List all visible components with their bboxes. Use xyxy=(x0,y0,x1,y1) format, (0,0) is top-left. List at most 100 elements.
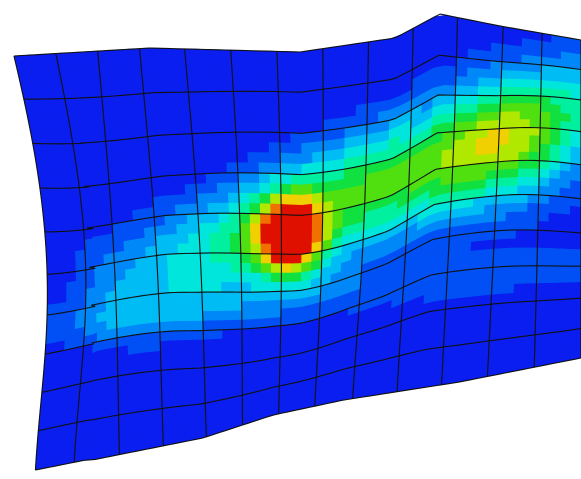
contour-cell xyxy=(260,204,271,214)
contour-cell xyxy=(510,120,520,128)
contour-cell xyxy=(209,223,220,233)
contour-cell xyxy=(323,57,334,69)
contour-cell xyxy=(559,266,570,275)
contour-cell xyxy=(235,112,247,122)
contour-cell xyxy=(290,92,301,103)
contour-cell xyxy=(158,283,169,294)
contour-cell xyxy=(241,243,251,253)
contour-cell xyxy=(112,95,123,107)
contour-cell xyxy=(503,35,513,45)
contour-cell xyxy=(266,61,278,71)
contour-cell xyxy=(225,132,237,142)
contour-cell xyxy=(212,311,222,321)
contour-cell xyxy=(524,318,536,328)
contour-cell xyxy=(75,240,85,251)
contour-cell xyxy=(261,282,271,292)
contour-cell xyxy=(161,165,173,176)
contour-cell xyxy=(220,253,230,263)
contour-cell xyxy=(244,81,256,91)
contour-cell xyxy=(290,102,301,113)
contour-cell xyxy=(242,311,252,320)
contour-cell xyxy=(444,85,456,95)
contour-cell xyxy=(251,273,261,283)
contour-cell xyxy=(130,60,142,72)
contour-cell xyxy=(228,183,239,193)
contour-cell xyxy=(281,244,291,254)
contour-cell xyxy=(194,164,205,175)
contour-cell xyxy=(508,160,519,169)
contour-cell xyxy=(251,292,261,301)
contour-cell xyxy=(149,313,160,324)
contour-cell xyxy=(148,303,159,314)
contour-cell xyxy=(197,60,209,71)
contour-cell xyxy=(469,277,481,287)
contour-cell xyxy=(193,349,204,359)
contour-cell xyxy=(515,248,526,257)
contour-cell xyxy=(108,50,120,62)
contour-cell xyxy=(537,257,548,266)
contour-cell xyxy=(101,204,112,216)
contour-cell xyxy=(491,61,502,71)
contour-cell xyxy=(517,195,528,204)
contour-cell xyxy=(150,351,161,362)
contour-cell xyxy=(506,212,517,221)
contour-cell xyxy=(511,71,521,80)
contour-cell xyxy=(167,254,179,264)
contour-cell xyxy=(212,102,224,113)
contour-cell xyxy=(199,223,210,233)
contour-cell xyxy=(167,244,179,254)
contour-cell xyxy=(266,71,278,81)
contour-cell xyxy=(495,221,506,231)
contour-cell xyxy=(245,91,257,101)
contour-cell xyxy=(219,223,230,233)
contour-cell xyxy=(490,321,502,331)
contour-cell xyxy=(115,128,126,140)
contour-cell xyxy=(251,254,261,264)
contour-cell xyxy=(184,174,196,185)
contour-cell xyxy=(513,302,525,312)
contour-cell xyxy=(198,71,210,82)
contour-cell xyxy=(524,310,536,320)
contour-cell xyxy=(181,321,192,331)
contour-cell xyxy=(151,59,164,70)
contour-cell xyxy=(570,241,581,250)
contour-cell xyxy=(514,275,525,284)
contour-cell xyxy=(140,48,152,60)
contour-cell xyxy=(210,243,221,253)
contour-cell xyxy=(492,267,503,277)
contour-cell xyxy=(526,239,537,248)
contour-cell xyxy=(334,107,345,119)
contour-cell xyxy=(531,72,541,81)
contour-cell xyxy=(138,147,149,159)
contour-cell xyxy=(201,263,211,273)
contour-cell xyxy=(456,76,468,86)
contour-cell xyxy=(83,120,94,132)
contour-cell xyxy=(242,50,254,60)
contour-cell xyxy=(134,105,145,117)
contour-cell xyxy=(550,112,560,121)
contour-cell xyxy=(60,188,71,199)
contour-cell xyxy=(483,231,495,241)
contour-cell xyxy=(479,313,491,324)
contour-cell xyxy=(177,234,189,244)
contour-cell xyxy=(356,93,367,105)
contour-cell xyxy=(459,251,471,261)
contour-cell xyxy=(559,231,570,240)
contour-cell xyxy=(516,221,527,230)
contour-cell xyxy=(526,248,537,257)
contour-cell xyxy=(211,282,221,292)
contour-cell xyxy=(289,82,301,92)
contour-cell xyxy=(210,253,221,263)
contour-cell xyxy=(277,61,289,71)
contour-cell xyxy=(137,137,148,149)
contour-cell xyxy=(230,243,240,253)
contour-cell xyxy=(169,292,180,302)
contour-cell xyxy=(514,293,526,303)
contour-cell xyxy=(161,379,172,390)
contour-cell xyxy=(502,311,514,321)
contour-cell xyxy=(207,193,218,203)
contour-cell xyxy=(141,188,152,200)
contour-cell xyxy=(520,103,530,111)
contour-cell xyxy=(281,184,292,195)
contour-cell xyxy=(540,120,550,129)
